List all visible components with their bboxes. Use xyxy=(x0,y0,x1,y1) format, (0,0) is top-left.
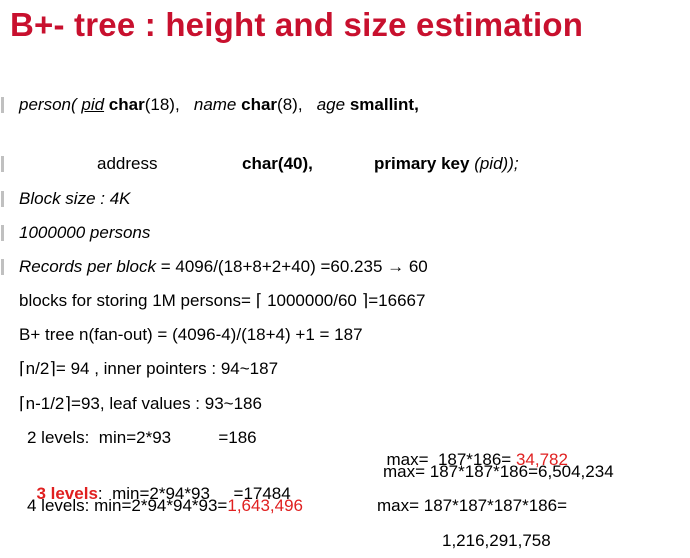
level4-max: max= 187*187*187*186= xyxy=(377,496,567,515)
level2-max-value: 34,782 xyxy=(515,450,568,469)
level2-min: 2 levels: min=2*93 =186 xyxy=(27,428,257,447)
slide-title: B+- tree : height and size estimation xyxy=(10,6,584,43)
blocks-line: blocks for storing 1M persons= ⌈ 1000000… xyxy=(19,291,426,310)
fanout-line: B+ tree n(fan-out) = (4096-4)/(18+4) +1 … xyxy=(19,325,363,344)
persons-line: 1000000 persons xyxy=(19,223,151,242)
level4-max-continued: 1,216,291,758 xyxy=(442,531,551,550)
schema-line-1: person( pid char(18), name char(8), age … xyxy=(19,95,419,114)
records-per-block-line: Records per block = 4096/(18+8+2+40) =60… xyxy=(19,257,428,276)
bullet-marker xyxy=(1,156,4,172)
bullet-marker xyxy=(1,191,4,207)
bullet-marker xyxy=(1,259,4,275)
level4-min-value: 1,643,496 xyxy=(227,496,304,515)
level3-label: 3 levels xyxy=(36,484,98,503)
bullet-marker xyxy=(1,225,4,241)
primary-key: primary key (pid)); xyxy=(374,154,519,173)
leaf-values-line: ⌈n-1/2⌉=93, leaf values : 93~186 xyxy=(19,394,262,413)
level2-max: max= 187*186= 34,782 xyxy=(386,450,568,469)
address-type: char(40), xyxy=(242,154,313,173)
schema-line-2: address xyxy=(97,153,157,175)
level3-max: max= 187*187*186=6,504,234 xyxy=(383,462,614,481)
address-attr: address xyxy=(97,154,158,173)
block-size-line: Block size : 4K xyxy=(19,189,131,208)
bullet-marker xyxy=(1,97,4,113)
inner-pointers-line: ⌈n/2⌉= 94 , inner pointers : 94~187 xyxy=(19,359,279,378)
level3-min: 3 levels: min=2*94*93 =17484 xyxy=(36,484,291,503)
level4-min: 4 levels: min=2*94*94*93=1,643,496 xyxy=(27,496,304,515)
